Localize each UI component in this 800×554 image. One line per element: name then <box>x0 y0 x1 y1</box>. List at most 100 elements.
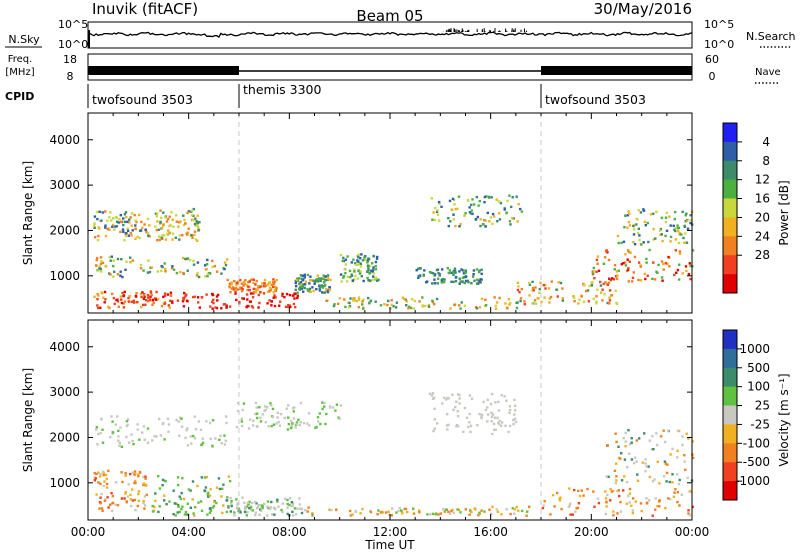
heatmap-cell <box>151 299 154 302</box>
heatmap-cell <box>95 428 98 431</box>
velocity-colorbar-label: Velocity [m s⁻¹] <box>777 373 791 466</box>
heatmap-cell <box>629 251 632 254</box>
heatmap-cell <box>384 511 388 514</box>
heatmap-cell <box>328 406 332 409</box>
heatmap-cell <box>207 495 210 498</box>
heatmap-cell <box>615 440 618 444</box>
heatmap-cell <box>340 280 343 283</box>
heatmap-cell <box>431 512 435 516</box>
heatmap-cell <box>285 292 289 296</box>
heatmap-cell <box>192 259 195 263</box>
heatmap-cell <box>665 471 669 475</box>
heatmap-cell <box>272 278 275 281</box>
heatmap-cell <box>615 277 619 281</box>
heatmap-cell <box>425 281 428 284</box>
heatmap-cell <box>669 498 672 501</box>
heatmap-cell <box>342 256 345 260</box>
heatmap-cell <box>184 294 187 298</box>
heatmap-cell <box>528 294 531 297</box>
heatmap-cell <box>430 271 433 274</box>
heatmap-cell <box>247 503 250 506</box>
heatmap-cell <box>103 480 106 483</box>
heatmap-cell <box>465 416 469 419</box>
heatmap-cell <box>476 278 479 281</box>
heatmap-cell <box>630 437 633 440</box>
heatmap-cell <box>100 260 103 263</box>
heatmap-cell <box>154 499 157 503</box>
heatmap-cell <box>254 283 257 286</box>
heatmap-cell <box>96 210 99 214</box>
heatmap-cell <box>561 287 564 290</box>
heatmap-cell <box>367 266 370 270</box>
heatmap-cell <box>479 218 482 221</box>
heatmap-cell <box>157 475 160 478</box>
heatmap-cell <box>603 293 606 296</box>
colorbar-segment <box>723 141 737 162</box>
heatmap-cell <box>315 288 318 291</box>
heatmap-cell <box>318 412 321 415</box>
heatmap-cell <box>194 217 197 220</box>
heatmap-cell <box>324 275 327 278</box>
heatmap-cell <box>211 300 214 304</box>
heatmap-cell <box>119 270 122 273</box>
heatmap-cell <box>97 269 100 272</box>
heatmap-cell <box>398 506 401 510</box>
heatmap-cell <box>603 256 607 259</box>
heatmap-cell <box>192 512 195 515</box>
heatmap-cell <box>229 496 232 500</box>
heatmap-cell <box>666 262 669 266</box>
x-tick-label: 04:00 <box>171 525 206 539</box>
cpid-segment-1: twofsound 3503 <box>92 92 193 107</box>
heatmap-cell <box>635 217 638 221</box>
heatmap-cell <box>96 443 99 446</box>
heatmap-cell <box>606 301 609 305</box>
x-tick-label: 00:00 <box>71 525 106 539</box>
heatmap-cell <box>371 278 374 282</box>
heatmap-cell <box>196 296 200 299</box>
heatmap-cell <box>671 447 674 451</box>
heatmap-cell <box>626 226 629 229</box>
heatmap-cell <box>482 400 485 404</box>
heatmap-cell <box>656 460 659 463</box>
heatmap-cell <box>148 224 151 227</box>
heatmap-cell <box>187 210 191 213</box>
heatmap-cell <box>287 404 290 407</box>
heatmap-cell <box>686 219 689 223</box>
heatmap-cell <box>443 278 446 281</box>
heatmap-cell <box>636 479 640 482</box>
heatmap-cell <box>124 492 127 495</box>
heatmap-cell <box>505 399 508 402</box>
velocity-cb-tick: 1000 <box>739 342 770 356</box>
heatmap-cell <box>676 429 680 433</box>
heatmap-cell <box>276 416 279 419</box>
heatmap-cell <box>204 264 207 267</box>
heatmap-cell <box>142 475 145 479</box>
heatmap-cell <box>461 276 465 279</box>
power-x-tick-marks <box>87 113 693 313</box>
heatmap-cell <box>350 273 353 276</box>
heatmap-cell <box>93 226 96 229</box>
heatmap-cell <box>220 495 223 498</box>
heatmap-cell <box>561 299 564 302</box>
heatmap-cell <box>236 502 239 505</box>
heatmap-cell <box>625 502 628 505</box>
heatmap-cell <box>157 297 160 301</box>
heatmap-cell <box>225 306 228 309</box>
heatmap-cell <box>447 510 450 513</box>
heatmap-cell <box>122 294 126 297</box>
heatmap-cell <box>691 505 694 509</box>
heatmap-cell <box>143 293 146 297</box>
heatmap-cell <box>618 494 621 498</box>
heatmap-cell <box>151 510 155 513</box>
heatmap-cell <box>236 409 240 413</box>
heatmap-cell <box>127 296 130 300</box>
colorbar-segment <box>723 330 737 350</box>
heatmap-cell <box>104 298 107 301</box>
heatmap-cell <box>601 299 604 302</box>
heatmap-cell <box>112 217 115 220</box>
heatmap-cell <box>479 278 482 281</box>
heatmap-cell <box>321 407 324 411</box>
heatmap-cell <box>624 253 627 256</box>
heatmap-cell <box>403 297 406 301</box>
heatmap-cell <box>593 505 596 508</box>
